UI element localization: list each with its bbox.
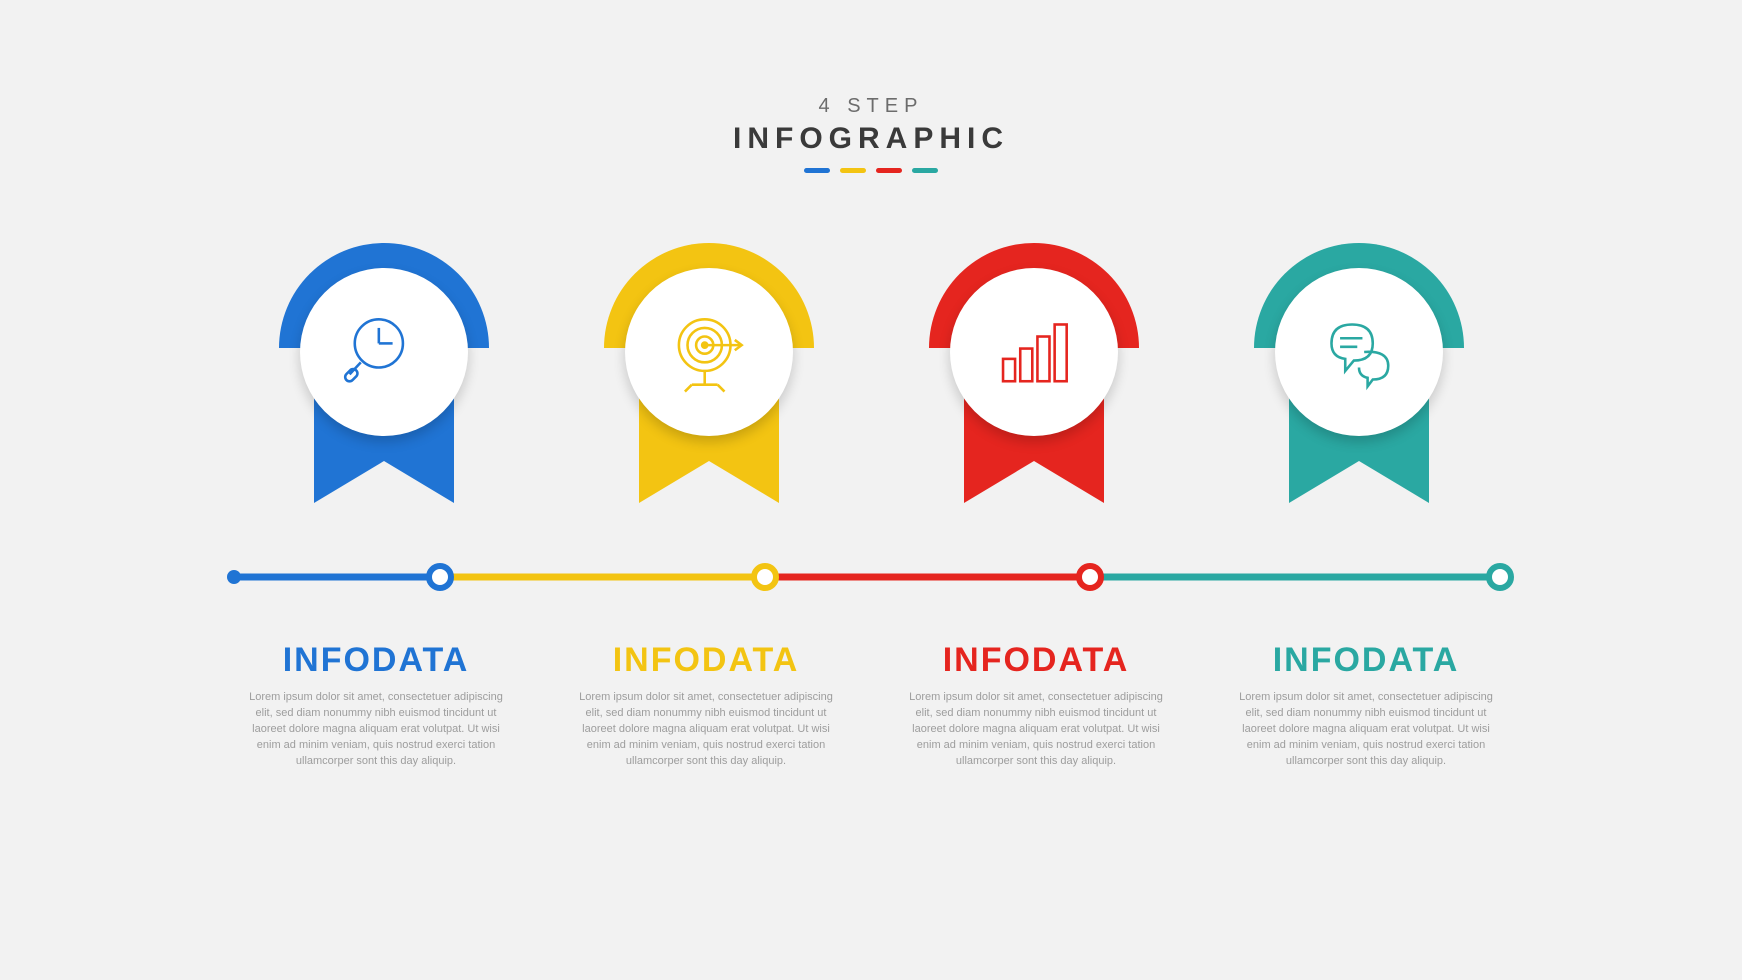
- label-desc-1: Lorem ipsum dolor sit amet, consectetuer…: [241, 690, 511, 770]
- bar-chart-icon: [991, 309, 1077, 395]
- label-col-3: INFODATA Lorem ipsum dolor sit amet, con…: [901, 641, 1171, 770]
- timeline-start-dot: [227, 570, 241, 584]
- target-arrow-icon: [666, 309, 752, 395]
- step-badge-3: [929, 243, 1139, 503]
- labels-row: INFODATA Lorem ipsum dolor sit amet, con…: [241, 641, 1501, 770]
- timeline-seg-4: [1090, 574, 1512, 581]
- label-desc-4: Lorem ipsum dolor sit amet, consectetuer…: [1231, 690, 1501, 770]
- header-dashes: [733, 168, 1009, 173]
- timeline: [230, 561, 1512, 593]
- dash-2: [840, 168, 866, 173]
- steps-row: [279, 243, 1464, 503]
- dash-1: [804, 168, 830, 173]
- label-col-1: INFODATA Lorem ipsum dolor sit amet, con…: [241, 641, 511, 770]
- circle-4: [1275, 268, 1443, 436]
- circle-1: [300, 268, 468, 436]
- step-badge-1: [279, 243, 489, 503]
- timeline-dot-3: [1076, 563, 1104, 591]
- timeline-dot-4: [1486, 563, 1514, 591]
- circle-2: [625, 268, 793, 436]
- dash-3: [876, 168, 902, 173]
- label-desc-2: Lorem ipsum dolor sit amet, consectetuer…: [571, 690, 841, 770]
- chat-bubbles-icon: [1316, 309, 1402, 395]
- label-title-1: INFODATA: [241, 641, 511, 680]
- timeline-seg-3: [765, 574, 1090, 581]
- circle-3: [950, 268, 1118, 436]
- dash-4: [912, 168, 938, 173]
- magnifier-clock-icon: [341, 309, 427, 395]
- timeline-dot-2: [751, 563, 779, 591]
- timeline-seg-2: [440, 574, 765, 581]
- label-title-4: INFODATA: [1231, 641, 1501, 680]
- step-badge-2: [604, 243, 814, 503]
- timeline-dot-1: [426, 563, 454, 591]
- header-title: INFOGRAPHIC: [733, 122, 1009, 156]
- step-badge-4: [1254, 243, 1464, 503]
- label-title-3: INFODATA: [901, 641, 1171, 680]
- header: 4 STEP INFOGRAPHIC: [733, 95, 1009, 173]
- label-col-2: INFODATA Lorem ipsum dolor sit amet, con…: [571, 641, 841, 770]
- label-col-4: INFODATA Lorem ipsum dolor sit amet, con…: [1231, 641, 1501, 770]
- timeline-seg-1: [230, 574, 440, 581]
- label-title-2: INFODATA: [571, 641, 841, 680]
- label-desc-3: Lorem ipsum dolor sit amet, consectetuer…: [901, 690, 1171, 770]
- header-subtitle: 4 STEP: [733, 95, 1009, 118]
